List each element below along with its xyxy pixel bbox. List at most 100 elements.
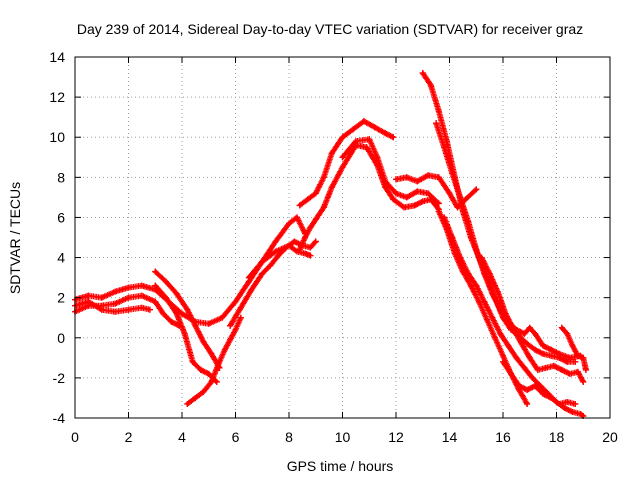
data-point bbox=[489, 290, 496, 297]
data-point bbox=[521, 364, 528, 371]
data-point bbox=[572, 358, 579, 365]
data-point bbox=[304, 196, 311, 203]
data-point bbox=[561, 404, 568, 411]
data-point bbox=[98, 294, 105, 301]
data-point bbox=[307, 244, 314, 251]
data-point bbox=[302, 234, 309, 241]
data-point bbox=[181, 330, 188, 337]
data-point bbox=[160, 310, 167, 317]
data-point bbox=[286, 220, 292, 227]
data-point bbox=[168, 318, 175, 325]
data-point bbox=[532, 382, 539, 389]
data-point bbox=[146, 306, 153, 313]
data-point bbox=[433, 120, 440, 127]
data-point bbox=[446, 190, 453, 197]
data-point bbox=[411, 202, 418, 209]
data-point bbox=[197, 366, 204, 373]
data-point bbox=[540, 390, 547, 397]
data-point bbox=[162, 278, 169, 285]
data-point bbox=[390, 134, 397, 141]
data-point bbox=[483, 316, 490, 323]
chart-title: Day 239 of 2014, Sidereal Day-to-day VTE… bbox=[77, 21, 583, 37]
data-point bbox=[245, 274, 252, 281]
data-point bbox=[457, 254, 464, 261]
x-tick-label: 20 bbox=[602, 429, 618, 445]
data-point bbox=[419, 198, 426, 205]
data-point bbox=[366, 136, 373, 143]
data-point bbox=[532, 330, 539, 337]
data-point bbox=[564, 398, 571, 405]
data-point bbox=[328, 150, 335, 157]
data-point bbox=[435, 200, 442, 207]
data-point bbox=[221, 346, 228, 353]
data-point bbox=[173, 310, 180, 317]
grid-lines bbox=[75, 57, 610, 418]
data-point bbox=[312, 238, 319, 245]
data-point bbox=[307, 252, 314, 259]
data-point bbox=[582, 366, 589, 373]
data-point bbox=[205, 370, 212, 377]
series-arc-12 bbox=[393, 172, 480, 211]
data-point bbox=[569, 342, 576, 349]
data-point bbox=[259, 258, 266, 265]
data-point bbox=[465, 270, 472, 277]
data-point bbox=[500, 358, 506, 365]
data-point bbox=[382, 184, 389, 191]
data-point bbox=[152, 282, 159, 289]
axis-ticks: 0 2 4 6 8 10 12 14 16 18 20 -4 -2 0 2 4 6 8 10 12 14 bbox=[49, 49, 618, 445]
data-point bbox=[540, 350, 547, 357]
data-point bbox=[556, 350, 563, 357]
y-tick-label: 14 bbox=[49, 49, 65, 65]
data-point bbox=[205, 320, 212, 327]
data-point bbox=[534, 366, 541, 373]
y-tick-label: 6 bbox=[57, 209, 65, 225]
data-point bbox=[548, 394, 555, 401]
data-point bbox=[216, 358, 223, 365]
data-point bbox=[572, 400, 579, 407]
data-point bbox=[152, 268, 159, 275]
data-point bbox=[558, 366, 565, 373]
x-tick-label: 8 bbox=[285, 429, 293, 445]
y-tick-label: 4 bbox=[57, 250, 65, 266]
data-point bbox=[192, 394, 199, 401]
data-point bbox=[529, 374, 536, 381]
data-point bbox=[473, 246, 480, 253]
data-point bbox=[435, 174, 442, 181]
data-point bbox=[184, 306, 191, 313]
data-point bbox=[208, 378, 215, 385]
data-point bbox=[441, 214, 448, 221]
data-point bbox=[112, 288, 119, 295]
data-point bbox=[500, 352, 506, 359]
data-point bbox=[312, 190, 319, 197]
data-point bbox=[497, 330, 504, 337]
y-axis-label: SDTVAR / TECUs bbox=[7, 182, 23, 294]
data-point bbox=[566, 370, 573, 377]
data-point bbox=[524, 386, 531, 393]
data-point bbox=[125, 284, 132, 291]
data-point bbox=[465, 218, 472, 225]
data-point bbox=[427, 82, 434, 89]
series-arc-11 bbox=[339, 136, 442, 207]
y-tick-label: 0 bbox=[57, 330, 65, 346]
data-point bbox=[272, 248, 279, 255]
data-point bbox=[363, 144, 370, 151]
data-point bbox=[272, 238, 279, 245]
data-point bbox=[184, 400, 191, 407]
x-tick-label: 2 bbox=[125, 429, 133, 445]
data-point bbox=[540, 342, 547, 349]
data-point bbox=[294, 214, 301, 221]
data-point bbox=[320, 204, 327, 211]
data-point bbox=[494, 288, 501, 295]
x-tick-label: 0 bbox=[71, 429, 79, 445]
data-point bbox=[449, 234, 456, 241]
y-tick-label: 8 bbox=[57, 169, 65, 185]
data-point bbox=[449, 170, 456, 177]
x-tick-label: 18 bbox=[549, 429, 565, 445]
y-tick-label: 2 bbox=[57, 290, 65, 306]
data-point bbox=[302, 250, 309, 257]
data-point bbox=[125, 294, 132, 301]
y-tick-label: -4 bbox=[53, 410, 66, 426]
data-point bbox=[564, 358, 571, 365]
